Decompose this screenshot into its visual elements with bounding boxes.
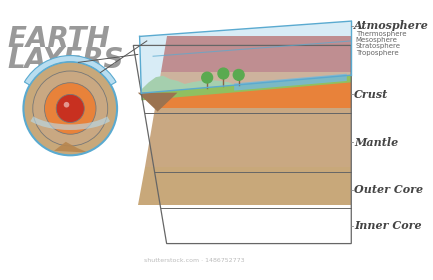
Text: Mesosphere: Mesosphere: [356, 37, 397, 43]
Polygon shape: [161, 36, 351, 73]
Text: Atmosphere: Atmosphere: [354, 20, 429, 31]
Circle shape: [45, 83, 96, 134]
Circle shape: [56, 94, 84, 123]
Text: Stratosphere: Stratosphere: [356, 43, 401, 49]
Circle shape: [33, 71, 108, 146]
Polygon shape: [234, 74, 347, 91]
Text: Mantle: Mantle: [354, 137, 398, 148]
Polygon shape: [54, 142, 88, 153]
Text: Thermosphere: Thermosphere: [356, 31, 406, 37]
Text: LAYERS: LAYERS: [7, 46, 124, 74]
Circle shape: [218, 68, 229, 79]
Polygon shape: [141, 75, 351, 100]
Polygon shape: [155, 73, 351, 108]
Circle shape: [202, 72, 213, 83]
Text: EARTH: EARTH: [7, 25, 110, 53]
Polygon shape: [138, 93, 178, 112]
Text: Crust: Crust: [354, 88, 388, 100]
Circle shape: [233, 69, 244, 80]
Text: shutterstock.com · 1486752773: shutterstock.com · 1486752773: [144, 258, 245, 263]
Circle shape: [23, 62, 117, 155]
Polygon shape: [145, 108, 351, 167]
Text: Outer Core: Outer Core: [354, 184, 423, 195]
Circle shape: [64, 102, 69, 108]
Text: Inner Core: Inner Core: [354, 220, 422, 231]
Text: Troposphere: Troposphere: [356, 50, 398, 56]
Polygon shape: [138, 167, 351, 205]
Wedge shape: [24, 55, 116, 85]
Polygon shape: [139, 21, 351, 93]
